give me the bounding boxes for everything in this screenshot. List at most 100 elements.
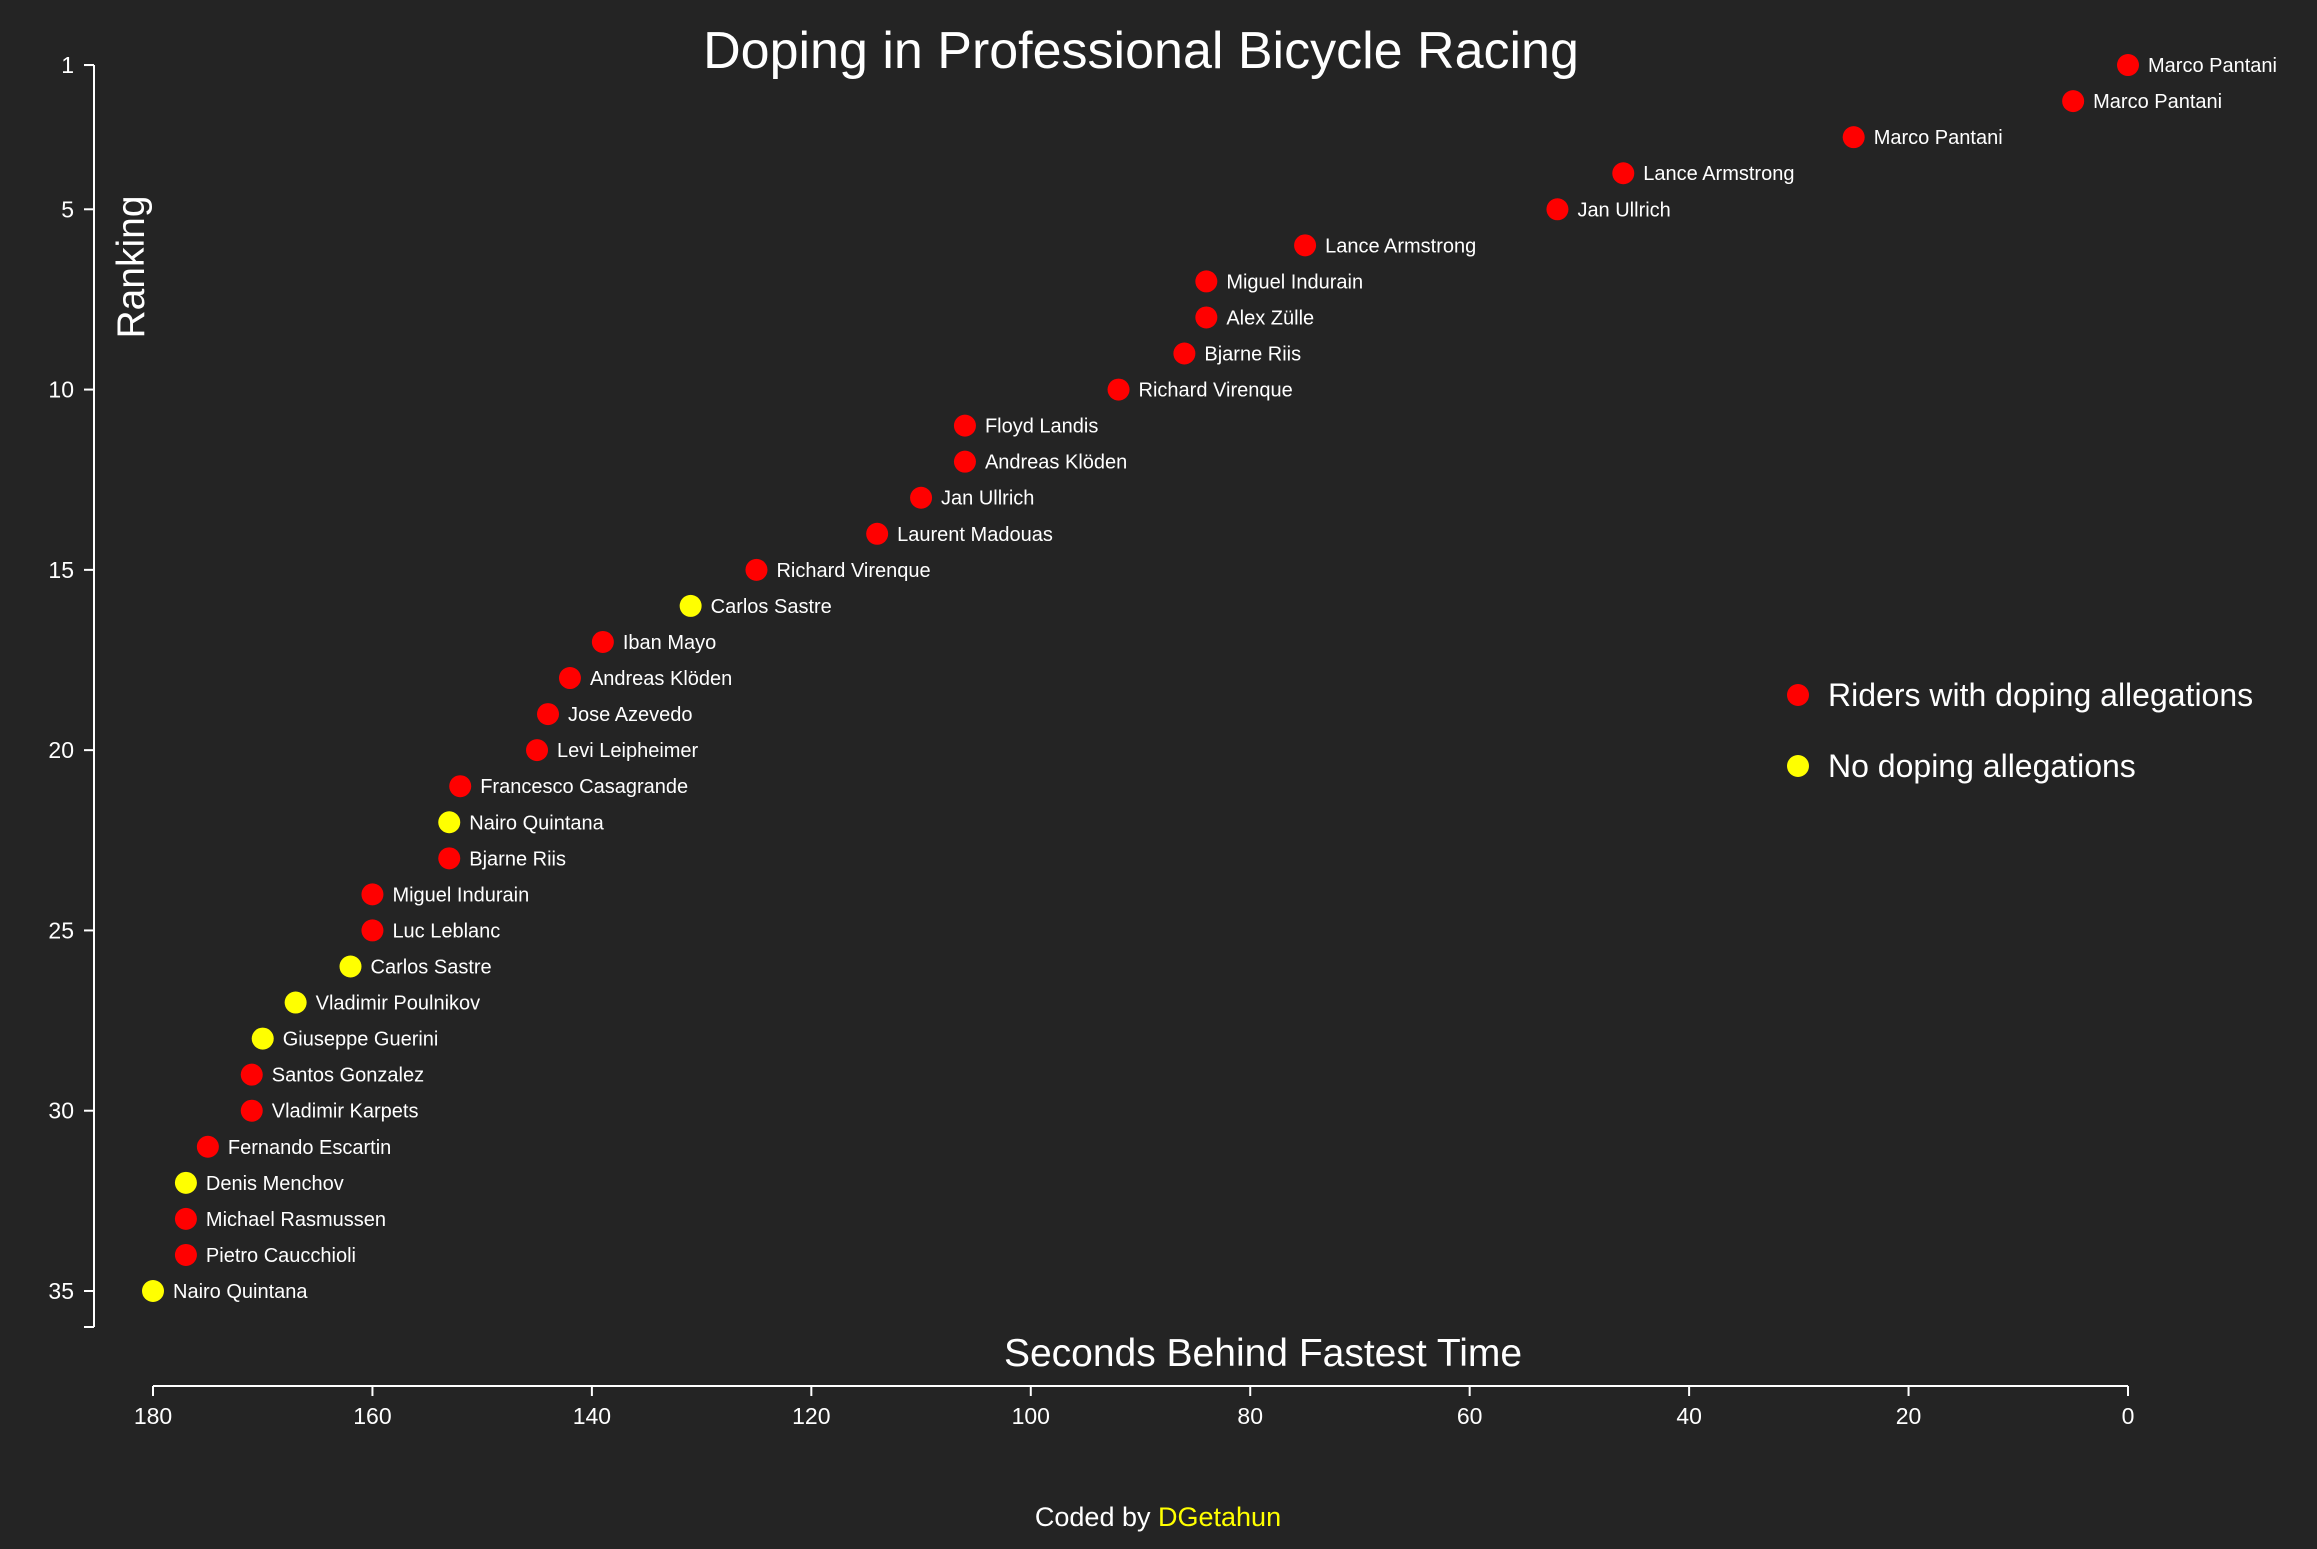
x-tick-label: 0: [2122, 1403, 2135, 1429]
point-label-andreas-kloden: Andreas Klöden: [590, 668, 732, 690]
x-tick-label: 100: [1012, 1403, 1050, 1429]
legend: Riders with doping allegations No doping…: [1787, 677, 2253, 784]
point-label-bjarne-riis: Bjarne Riis: [469, 848, 566, 870]
credit-line: Coded by DGetahun: [1035, 1502, 1281, 1532]
data-point-laurent-madouas: [866, 522, 889, 545]
point-label-vladimir-poulnikov: Vladimir Poulnikov: [316, 993, 481, 1015]
chart-title: Doping in Professional Bicycle Racing: [703, 22, 1579, 80]
y-tick-label: 20: [48, 737, 74, 763]
y-tick-label: 30: [48, 1098, 74, 1124]
y-tick-label: 5: [61, 196, 74, 222]
point-label-lance-armstrong: Lance Armstrong: [1325, 235, 1476, 257]
point-label-iban-mayo: Iban Mayo: [623, 632, 716, 654]
y-tick-label: 1: [61, 52, 74, 78]
legend-marker-no-doping: [1787, 755, 1809, 777]
point-label-andreas-kloden: Andreas Klöden: [985, 452, 1127, 474]
point-label-miguel-indurain: Miguel Indurain: [392, 884, 529, 906]
point-label-francesco-casagrande: Francesco Casagrande: [480, 776, 688, 798]
x-tick-label: 120: [792, 1403, 830, 1429]
point-label-santos-gonzalez: Santos Gonzalez: [272, 1065, 424, 1087]
x-tick-label: 60: [1457, 1403, 1483, 1429]
point-label-nairo-quintana: Nairo Quintana: [173, 1281, 308, 1303]
point-label-nairo-quintana: Nairo Quintana: [469, 812, 604, 834]
data-point-bjarne-riis: [1173, 342, 1196, 365]
legend-marker-doping: [1787, 684, 1809, 706]
data-point-marco-pantani: [1842, 126, 1865, 149]
point-label-jan-ullrich: Jan Ullrich: [941, 488, 1034, 510]
data-point-miguel-indurain: [1195, 270, 1218, 293]
data-point-fernando-escartin: [196, 1135, 219, 1158]
data-point-carlos-sastre: [679, 594, 702, 617]
point-label-lance-armstrong: Lance Armstrong: [1643, 163, 1794, 185]
data-point-nairo-quintana: [438, 811, 461, 834]
data-point-floyd-landis: [953, 414, 976, 437]
data-point-michael-rasmussen: [174, 1207, 197, 1230]
data-point-marco-pantani: [2117, 54, 2139, 77]
point-label-denis-menchov: Denis Menchov: [206, 1173, 344, 1195]
y-axis-title: Ranking: [110, 195, 153, 338]
point-label-richard-virenque: Richard Virenque: [1139, 380, 1293, 402]
data-point-jan-ullrich: [1546, 198, 1569, 221]
point-label-laurent-madouas: Laurent Madouas: [897, 524, 1053, 546]
point-label-carlos-sastre: Carlos Sastre: [371, 956, 492, 978]
data-point-vladimir-poulnikov: [284, 991, 307, 1014]
x-tick-label: 20: [1896, 1403, 1922, 1429]
point-label-michael-rasmussen: Michael Rasmussen: [206, 1209, 386, 1231]
point-label-giuseppe-guerini: Giuseppe Guerini: [283, 1029, 439, 1051]
point-label-marco-pantani: Marco Pantani: [2148, 55, 2277, 77]
point-label-marco-pantani: Marco Pantani: [1874, 127, 2003, 149]
data-point-carlos-sastre: [339, 955, 362, 978]
data-point-richard-virenque: [745, 558, 768, 581]
data-point-jose-azevedo: [537, 703, 559, 726]
data-point-andreas-kloden: [558, 667, 581, 690]
credit-author: DGetahun: [1158, 1502, 1281, 1532]
data-point-luc-leblanc: [361, 919, 384, 942]
data-point-jan-ullrich: [910, 486, 933, 509]
data-point-nairo-quintana: [142, 1280, 164, 1302]
data-point-alex-zulle: [1195, 306, 1218, 329]
x-axis: 180 160 140 120 100 80 60 40 20 0: [134, 1385, 2135, 1429]
x-tick-label: 160: [353, 1403, 391, 1429]
x-tick-label: 40: [1676, 1403, 1702, 1429]
x-tick-label: 80: [1237, 1403, 1263, 1429]
data-point-iban-mayo: [591, 630, 614, 653]
y-tick-label: 10: [48, 377, 74, 403]
point-label-jose-azevedo: Jose Azevedo: [568, 704, 693, 726]
credit-prefix: Coded by: [1035, 1502, 1158, 1532]
data-point-lance-armstrong: [1294, 234, 1317, 257]
point-label-floyd-landis: Floyd Landis: [985, 416, 1098, 438]
point-label-pietro-caucchioli: Pietro Caucchioli: [206, 1245, 356, 1267]
data-point-denis-menchov: [174, 1171, 197, 1194]
point-label-alex-zulle: Alex Zülle: [1226, 307, 1314, 329]
x-tick-label: 140: [573, 1403, 611, 1429]
y-tick-label: 35: [48, 1278, 74, 1304]
x-axis-title: Seconds Behind Fastest Time: [1004, 1332, 1522, 1375]
data-point-miguel-indurain: [361, 883, 384, 906]
data-point-levi-leipheimer: [526, 739, 549, 762]
point-label-bjarne-riis: Bjarne Riis: [1204, 344, 1301, 366]
point-label-fernando-escartin: Fernando Escartin: [228, 1137, 391, 1159]
legend-label-no-doping: No doping allegations: [1828, 748, 2136, 784]
point-label-marco-pantani: Marco Pantani: [2093, 91, 2222, 113]
y-tick-label: 25: [48, 917, 74, 943]
point-label-levi-leipheimer: Levi Leipheimer: [557, 740, 699, 762]
data-point-vladimir-karpets: [240, 1099, 263, 1122]
data-points: Marco Pantani Marco Pantani Marco Pantani L…: [142, 54, 2277, 1303]
point-label-miguel-indurain: Miguel Indurain: [1226, 271, 1363, 293]
point-label-vladimir-karpets: Vladimir Karpets: [272, 1101, 419, 1123]
point-label-richard-virenque: Richard Virenque: [776, 560, 930, 582]
y-tick-label: 15: [48, 557, 74, 583]
data-point-francesco-casagrande: [449, 775, 472, 798]
x-tick-label: 180: [134, 1403, 172, 1429]
data-point-pietro-caucchioli: [174, 1243, 197, 1266]
point-label-carlos-sastre: Carlos Sastre: [711, 596, 832, 618]
data-point-bjarne-riis: [438, 847, 461, 870]
data-point-lance-armstrong: [1612, 162, 1635, 185]
data-point-marco-pantani: [2062, 90, 2085, 113]
legend-label-doping: Riders with doping allegations: [1828, 677, 2253, 713]
data-point-richard-virenque: [1107, 378, 1130, 401]
point-label-luc-leblanc: Luc Leblanc: [392, 920, 500, 942]
data-point-santos-gonzalez: [240, 1063, 263, 1086]
